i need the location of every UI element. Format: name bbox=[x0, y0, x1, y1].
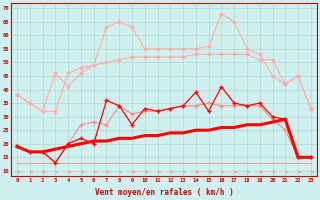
X-axis label: Vent moyen/en rafales ( km/h ): Vent moyen/en rafales ( km/h ) bbox=[95, 188, 233, 197]
